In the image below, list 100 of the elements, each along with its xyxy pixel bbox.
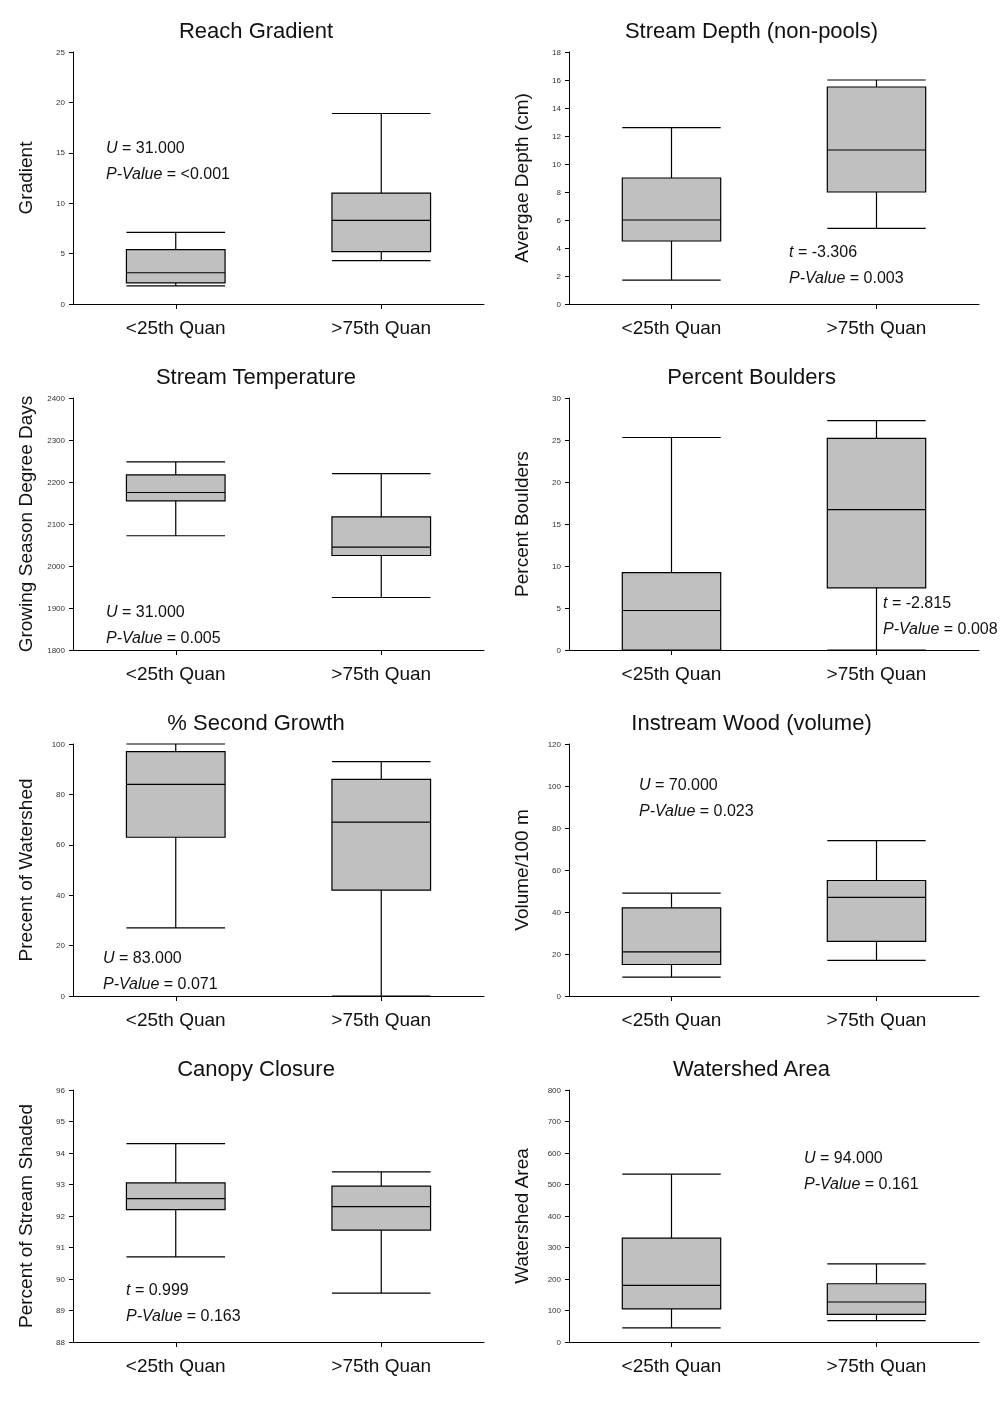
y-tick-label: 6: [556, 215, 562, 225]
y-tick-label: 91: [56, 1243, 66, 1252]
y-axis-title: Watershed Area: [511, 1147, 532, 1284]
y-axis-title: Precent of Watershed: [15, 778, 36, 962]
y-tick-label: 25: [552, 435, 562, 445]
y-tick-label: 40: [552, 907, 562, 917]
y-tick-label: 1900: [47, 603, 66, 613]
x-tick-label: >75th Quan: [826, 1355, 927, 1376]
y-tick-label: 20: [552, 477, 562, 487]
y-tick-label: 100: [547, 781, 562, 791]
chart-title: Stream Depth (non-pools): [624, 17, 879, 43]
y-axis-title: Avergae Depth (cm): [511, 93, 532, 263]
x-tick-label: >75th Quan: [826, 1009, 927, 1030]
y-axis-title: Gradient: [15, 140, 36, 215]
y-tick-label: 30: [552, 393, 562, 403]
y-tick-label: 800: [547, 1085, 562, 1095]
y-tick-label: 400: [547, 1211, 562, 1221]
annotation: U = 31.000: [106, 602, 185, 620]
y-tick-label: 89: [56, 1306, 66, 1315]
x-tick-label: >75th Quan: [331, 317, 432, 338]
x-tick-label: >75th Quan: [331, 1009, 432, 1030]
y-tick-label: 5: [60, 249, 66, 259]
chart-title: Instream Wood (volume): [631, 709, 872, 735]
annotation: P-Value = 0.003: [789, 268, 904, 286]
chart-title: Percent Boulders: [667, 363, 836, 389]
y-tick-label: 20: [56, 941, 66, 951]
y-tick-label: 60: [552, 865, 562, 875]
x-tick-label: >75th Quan: [826, 663, 927, 684]
y-tick-label: 2100: [47, 519, 66, 529]
y-tick-label: 10: [552, 561, 562, 571]
y-tick-label: 700: [547, 1117, 562, 1126]
annotation: P-Value = 0.071: [103, 974, 218, 992]
annotation: U = 94.000: [804, 1149, 883, 1167]
y-tick-label: 92: [56, 1211, 66, 1221]
x-tick-label: <25th Quan: [125, 1009, 226, 1030]
y-tick-label: 40: [56, 890, 66, 900]
y-tick-label: 10: [56, 198, 66, 208]
y-axis-title: Growing Season Degree Days: [15, 395, 36, 653]
y-tick-label: 300: [547, 1243, 562, 1252]
annotation: t = -3.306: [789, 242, 858, 260]
y-axis-title: Percent of Stream Shaded: [15, 1104, 36, 1328]
annotation: P-Value = 0.008: [883, 619, 998, 637]
x-tick-label: >75th Quan: [331, 1355, 432, 1376]
y-tick-label: 12: [552, 131, 562, 141]
x-tick-label: <25th Quan: [621, 1355, 722, 1376]
annotation: U = 83.000: [103, 948, 182, 966]
y-tick-label: 4: [556, 243, 562, 253]
annotation: P-Value = 0.163: [126, 1306, 241, 1324]
y-tick-label: 2200: [47, 477, 66, 487]
x-tick-label: >75th Quan: [331, 663, 432, 684]
x-tick-label: <25th Quan: [125, 1355, 226, 1376]
annotation: P-Value = <0.001: [106, 164, 231, 182]
chart-title: % Second Growth: [167, 709, 345, 735]
y-tick-label: 18: [552, 47, 562, 57]
x-tick-label: <25th Quan: [125, 663, 226, 684]
y-tick-label: 0: [60, 299, 66, 309]
y-tick-label: 90: [56, 1274, 66, 1284]
chart-title: Watershed Area: [673, 1055, 831, 1081]
y-tick-label: 20: [56, 97, 66, 107]
y-tick-label: 2400: [47, 393, 66, 403]
y-tick-label: 80: [56, 789, 66, 799]
y-tick-label: 16: [552, 75, 562, 85]
y-axis-title: Volume/100 m: [511, 809, 532, 931]
annotation: P-Value = 0.023: [639, 801, 754, 819]
y-tick-label: 25: [56, 47, 66, 57]
y-tick-label: 60: [56, 840, 66, 850]
y-tick-label: 88: [56, 1337, 66, 1347]
y-tick-label: 93: [56, 1180, 66, 1189]
y-tick-label: 500: [547, 1180, 562, 1189]
y-tick-label: 0: [556, 991, 562, 1001]
y-tick-label: 600: [547, 1148, 562, 1158]
chart-title: Stream Temperature: [155, 363, 357, 389]
x-tick-label: <25th Quan: [125, 317, 226, 338]
annotation: P-Value = 0.161: [804, 1175, 919, 1193]
y-tick-label: 80: [552, 823, 562, 833]
annotation: U = 70.000: [639, 775, 718, 793]
y-axis-title: Percent Boulders: [511, 451, 532, 597]
y-tick-label: 15: [552, 519, 562, 529]
y-tick-label: 10: [552, 159, 562, 169]
y-tick-label: 0: [556, 1337, 562, 1347]
y-tick-label: 200: [547, 1274, 562, 1284]
y-tick-label: 2300: [47, 435, 66, 445]
x-tick-label: <25th Quan: [621, 317, 722, 338]
y-tick-label: 100: [547, 1306, 562, 1315]
chart-title: Reach Gradient: [178, 17, 334, 43]
x-tick-label: >75th Quan: [826, 317, 927, 338]
y-tick-label: 0: [60, 991, 66, 1001]
y-tick-label: 96: [56, 1085, 66, 1095]
y-tick-label: 120: [547, 739, 562, 749]
y-tick-label: 15: [56, 148, 66, 158]
y-tick-label: 2000: [47, 561, 66, 571]
y-tick-label: 14: [552, 103, 562, 113]
y-tick-label: 94: [56, 1148, 66, 1158]
y-tick-label: 95: [56, 1117, 66, 1126]
y-tick-label: 8: [556, 187, 562, 197]
annotation: U = 31.000: [106, 138, 185, 156]
y-tick-label: 100: [51, 739, 66, 749]
chart-title: Canopy Closure: [177, 1055, 335, 1081]
y-tick-label: 20: [552, 949, 562, 959]
annotation: t = -2.815: [883, 593, 952, 611]
